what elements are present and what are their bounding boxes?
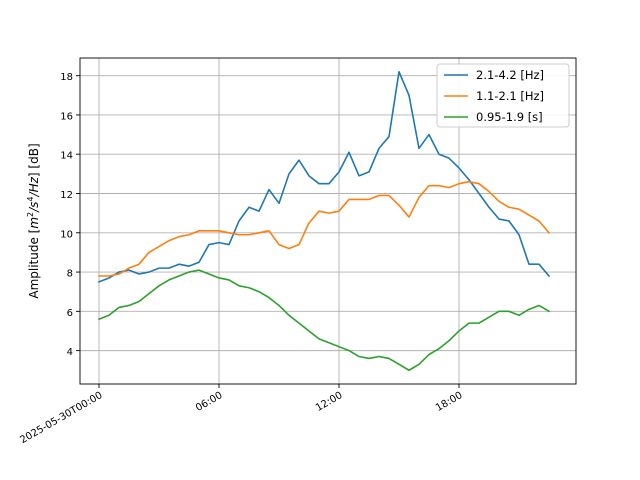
series-line bbox=[98, 180, 551, 277]
y-tick-label: 14 bbox=[60, 151, 73, 162]
y-tick-label: 4 bbox=[67, 347, 73, 358]
y-tick-label: 10 bbox=[60, 229, 73, 240]
series-line bbox=[97, 70, 551, 283]
y-axis-label: Amplitude [m2/s4/Hz] [dB] bbox=[26, 143, 41, 298]
series-line bbox=[97, 269, 551, 372]
y-tick-label: 16 bbox=[60, 111, 73, 122]
series-lines bbox=[97, 70, 551, 372]
legend-label: 1.1-2.1 [Hz] bbox=[476, 89, 544, 103]
legend-label: 0.95-1.9 [s] bbox=[476, 110, 543, 124]
legend-label: 2.1-4.2 [Hz] bbox=[476, 68, 544, 82]
grid bbox=[80, 58, 576, 384]
plot-frame bbox=[79, 57, 577, 385]
y-tick-label: 12 bbox=[60, 190, 73, 201]
y-tick-label: 6 bbox=[67, 308, 73, 319]
y-tick-label: 8 bbox=[67, 269, 73, 280]
legend-box bbox=[436, 63, 570, 128]
y-tick-label: 18 bbox=[60, 72, 73, 83]
y-axis: 4 6 8 10 12 14 16 18 bbox=[60, 72, 80, 358]
legend: 2.1-4.2 [Hz] 1.1-2.1 [Hz] 0.95-1.9 [s] bbox=[436, 63, 570, 128]
